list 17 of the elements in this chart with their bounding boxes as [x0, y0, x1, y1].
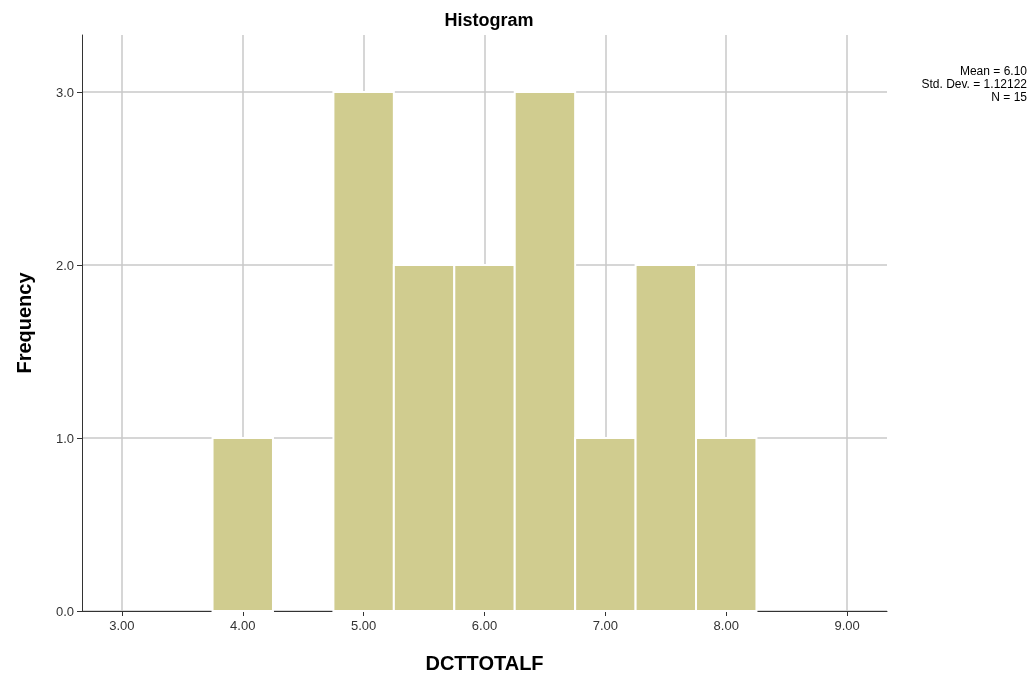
x-tick-label: 7.00	[592, 618, 619, 633]
x-tick-label: 3.00	[109, 618, 135, 633]
x-tick-label: 9.00	[834, 618, 860, 633]
y-tick-label: 2.0	[55, 257, 74, 273]
chart-title: Histogram	[444, 10, 534, 30]
text: Std. Dev. = 1.12122	[921, 77, 1028, 91]
text: Mean = 6.10	[959, 64, 1028, 78]
y-axis-title: Frequency	[13, 271, 35, 374]
y-tick-label: 1.0	[55, 430, 74, 446]
x-axis-title: DCTTOTALF	[425, 652, 544, 674]
text: N = 15	[991, 90, 1028, 104]
y-tick-label: 0.0	[55, 603, 74, 619]
x-tick-label: 5.00	[350, 618, 377, 633]
y-tick-label: 3.0	[55, 84, 74, 100]
x-tick-label: 4.00	[230, 618, 256, 633]
x-tick-label: 6.00	[471, 618, 498, 633]
x-tick-label: 8.00	[713, 618, 739, 633]
